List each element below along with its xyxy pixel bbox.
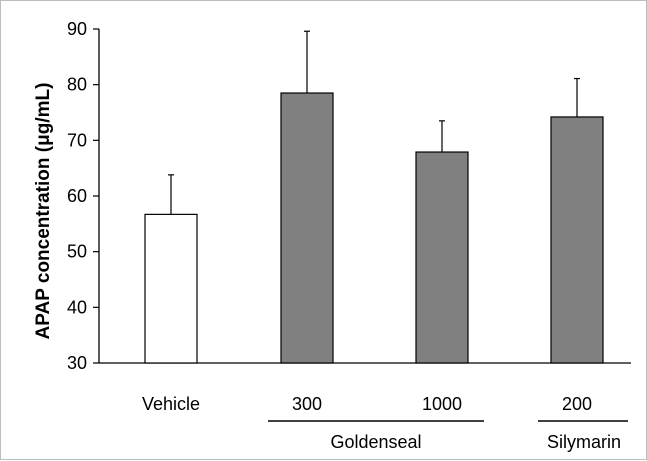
group-label: Silymarin [547,432,621,452]
category-label: 300 [292,394,322,414]
y-tick-label: 40 [67,297,87,317]
y-tick-label: 90 [67,19,87,39]
group-label: Goldenseal [330,432,421,452]
y-axis-label: APAP concentration (μg/mL) [33,83,54,340]
bar [280,92,334,364]
y-tick-label: 30 [67,353,87,373]
category-label: Vehicle [142,394,200,414]
bar [550,116,604,364]
category-label: 200 [562,394,592,414]
bar [144,213,198,364]
bar [415,151,469,364]
y-tick-label: 50 [67,242,87,262]
category-label: 1000 [422,394,462,414]
y-tick-label: 80 [67,75,87,95]
y-tick-label: 60 [67,186,87,206]
y-tick-label: 70 [67,130,87,150]
